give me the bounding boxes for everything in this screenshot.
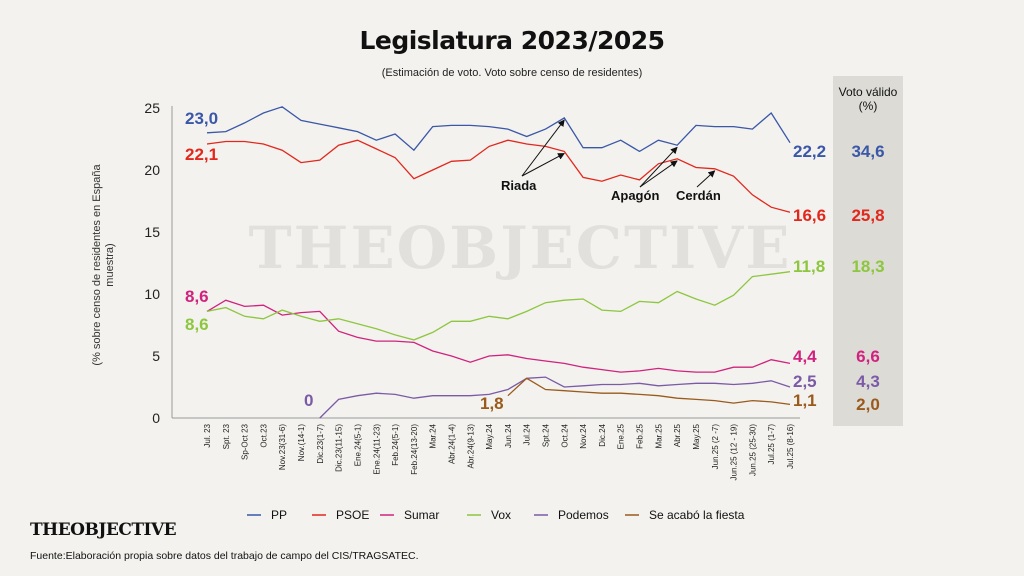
series-line-vox bbox=[206, 271, 791, 341]
legend-label: PP bbox=[271, 508, 287, 522]
x-tick-label: Abr.25 bbox=[673, 423, 682, 447]
annotation-arrow bbox=[696, 170, 716, 188]
series-start-label: 22,1 bbox=[185, 145, 218, 164]
series-line-sumar bbox=[206, 299, 791, 373]
x-tick-label: Dic.23(11-15) bbox=[335, 424, 344, 472]
series-line-se-acabó-la-fiesta bbox=[507, 377, 791, 406]
x-tick-label: Mar.25 bbox=[654, 423, 663, 448]
valid-vote-value: 2,0 bbox=[856, 395, 880, 414]
source-note: Fuente:Elaboración propia sobre datos de… bbox=[30, 550, 419, 562]
x-tick-label: Jun.25 (25-30) bbox=[748, 424, 757, 476]
x-tick-label: Nov.24 bbox=[579, 423, 588, 448]
x-tick-label: Oct.24 bbox=[560, 423, 569, 447]
series-end-label: 22,2 bbox=[793, 142, 826, 161]
x-tick-label: Jun.25 (2 -7) bbox=[711, 424, 720, 470]
series-end-label: 11,8 bbox=[793, 257, 825, 276]
x-tick-label: Dic.23(1-7) bbox=[316, 424, 325, 464]
chart-subtitle: (Estimación de voto. Voto sobre censo de… bbox=[381, 67, 643, 79]
x-tick-label: Abr.24(1-4) bbox=[447, 424, 456, 464]
annotation-arrow bbox=[521, 152, 565, 177]
valid-vote-value: 6,6 bbox=[856, 347, 880, 366]
legend-label: Vox bbox=[491, 508, 511, 522]
chart-title: Legislatura 2023/2025 bbox=[359, 26, 665, 55]
x-tick-label: Jun.25 (12 - 19) bbox=[730, 424, 739, 481]
valid-vote-header-unit: (%) bbox=[859, 99, 878, 113]
series-start-label: 0 bbox=[304, 391, 313, 410]
x-tick-label: Oct.23 bbox=[259, 423, 268, 447]
series-start-label: 8,6 bbox=[185, 287, 209, 306]
y-tick-label: 0 bbox=[152, 410, 160, 426]
valid-vote-value: 4,3 bbox=[856, 372, 880, 391]
series-line-podemos bbox=[319, 376, 791, 419]
annotation-arrow bbox=[521, 119, 565, 177]
x-tick-label: Nov.23(31-6) bbox=[278, 424, 287, 470]
x-tick-label: May.25 bbox=[692, 423, 701, 449]
y-tick-label: 25 bbox=[144, 100, 160, 116]
x-tick-label: Spt. 23 bbox=[222, 423, 231, 449]
annotation-label: Apagón bbox=[611, 188, 659, 203]
legend-label: Se acabó la fiesta bbox=[649, 508, 745, 522]
series-end-label: 1,1 bbox=[793, 391, 817, 410]
x-tick-label: Spt.24 bbox=[542, 423, 551, 447]
series-start-label: 1,8 bbox=[480, 394, 504, 413]
x-tick-label: Jul. 23 bbox=[203, 423, 212, 447]
x-tick-label: Ene.24(5-1) bbox=[353, 424, 362, 467]
x-tick-label: Jul.24 bbox=[523, 423, 532, 445]
series-line-pp bbox=[206, 106, 791, 153]
x-tick-label: Jun.24 bbox=[504, 423, 513, 448]
series-start-label: 8,6 bbox=[185, 315, 209, 334]
annotation-arrow bbox=[639, 146, 678, 188]
y-tick-label: 15 bbox=[144, 224, 160, 240]
annotation-label: Riada bbox=[501, 178, 537, 193]
x-tick-label: Feb.25 bbox=[636, 423, 645, 448]
x-tick-label: Ene.24(11-23) bbox=[372, 424, 381, 475]
x-tick-label: Nov.(14-1) bbox=[297, 424, 306, 462]
x-tick-label: Feb.24(5-1) bbox=[391, 424, 400, 466]
x-tick-label: Feb.24(13-20) bbox=[410, 424, 419, 475]
x-tick-label: Abr.24(9-13) bbox=[466, 424, 475, 469]
legend-label: PSOE bbox=[336, 508, 369, 522]
legend-label: Sumar bbox=[404, 508, 439, 522]
valid-vote-value: 25,8 bbox=[851, 206, 884, 225]
legend-label: Podemos bbox=[558, 508, 609, 522]
x-tick-label: Sp-Oct 23 bbox=[241, 423, 250, 460]
x-tick-label: May.24 bbox=[485, 423, 494, 449]
valid-vote-value: 18,3 bbox=[851, 257, 884, 276]
x-tick-label: Ene.25 bbox=[617, 423, 626, 449]
series-start-label: 23,0 bbox=[185, 109, 218, 128]
series-line-psoe bbox=[206, 139, 791, 213]
x-tick-label: Jul.25 (8-16) bbox=[786, 424, 795, 469]
x-tick-label: Dic.24 bbox=[598, 423, 607, 446]
y-axis-label: (% sobre censo de residentes en Españamu… bbox=[91, 164, 116, 366]
series-end-label: 2,5 bbox=[793, 372, 817, 391]
brand-logo: THEOBJECTIVE bbox=[30, 520, 177, 540]
y-tick-label: 20 bbox=[144, 162, 160, 178]
x-tick-label: Jul.25 (1-7) bbox=[767, 424, 776, 465]
y-tick-label: 5 bbox=[152, 348, 160, 364]
annotation-arrow bbox=[639, 160, 678, 188]
watermark: THEOBJECTIVE bbox=[248, 214, 791, 282]
x-tick-label: Mar.24 bbox=[429, 423, 438, 448]
valid-vote-header: Voto válido bbox=[839, 85, 898, 99]
valid-vote-panel bbox=[833, 76, 903, 426]
series-end-label: 4,4 bbox=[793, 347, 817, 366]
annotation-label: Cerdán bbox=[676, 188, 721, 203]
valid-vote-value: 34,6 bbox=[851, 142, 884, 161]
series-end-label: 16,6 bbox=[793, 206, 826, 225]
y-tick-label: 10 bbox=[144, 286, 160, 302]
